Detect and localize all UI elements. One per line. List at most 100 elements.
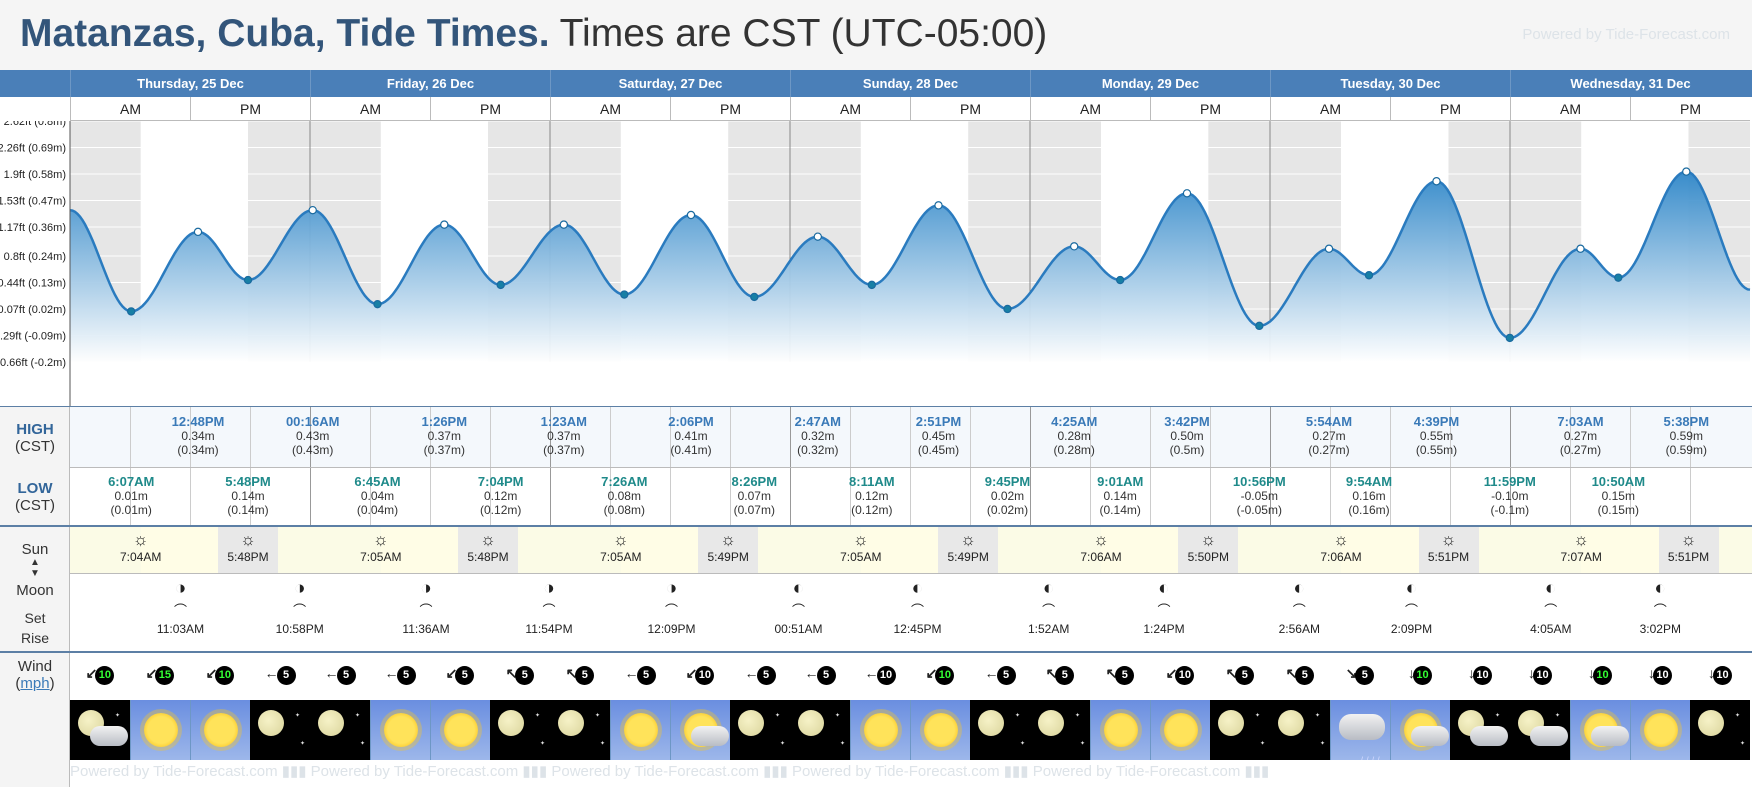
- moon-time: 11:03AM: [156, 622, 205, 636]
- column-divider: [1330, 467, 1331, 527]
- pm-label: PM: [910, 97, 1030, 121]
- tide-high-point: [1576, 244, 1585, 253]
- moon-cloud-weather-icon: ✦✦: [70, 700, 130, 760]
- moonrise-icon: ⌒: [1292, 603, 1306, 618]
- sun-time: 7:05AM: [360, 550, 402, 564]
- sunrise-entry: ☼ 7:04AM: [111, 530, 171, 564]
- sun-label: Sun: [21, 541, 49, 558]
- moon-time: 12:45PM: [893, 622, 942, 636]
- column-divider: [1090, 407, 1091, 467]
- am-label: AM: [70, 97, 190, 121]
- y-axis-panel: [0, 121, 70, 407]
- low-tide-row: 6:07AM 0.01m (0.01m) 5:48PM 0.14m (0.14m) 6:45…: [70, 467, 1752, 527]
- high-tide-row: 12:48PM 0.34m (0.34m) 00:16AM 0.43m (0.43m) 1:…: [70, 407, 1752, 467]
- moon-time: 11:36AM: [402, 622, 450, 636]
- tide-height: 0.01m: [114, 489, 148, 503]
- sunset-entry: ☼ 5:50PM: [1178, 527, 1239, 573]
- tide-low-entry: 9:01AM 0.14m (0.14m): [1070, 475, 1170, 518]
- wind-direction-icon: ↓: [1528, 665, 1535, 681]
- wind-speed: 5: [455, 666, 475, 685]
- wind-speed: 5: [336, 666, 356, 685]
- wind-direction-icon: ↙: [145, 665, 158, 681]
- tide-height: 0.34m: [181, 429, 215, 443]
- wind-entry: ← 5: [970, 665, 1030, 685]
- sun-weather-icon: [370, 700, 430, 760]
- tide-time: 10:50AM: [1591, 474, 1646, 489]
- wind-speed: 5: [1235, 666, 1255, 685]
- tide-height: 0.27m: [1563, 429, 1598, 443]
- column-divider: [1030, 407, 1031, 467]
- tide-low-entry: 8:26PM 0.07m (0.07m): [704, 475, 804, 518]
- sunset-entry: ☼ 5:48PM: [218, 527, 278, 573]
- wind-direction-icon: ↙: [85, 665, 98, 681]
- wind-entry: ↓10: [1690, 665, 1750, 685]
- sunrise-entry: ☼ 7:06AM: [1311, 530, 1371, 564]
- tide-time: 1:26PM: [421, 414, 468, 429]
- wind-direction-icon: ←: [324, 665, 339, 681]
- y-tick-label: 0.8ft (0.24m): [4, 251, 66, 263]
- sun-cloud-weather-icon: [1390, 700, 1450, 760]
- tide-height: -0.05m: [1240, 489, 1278, 503]
- moon-weather-icon: ✦ ✦: [310, 700, 370, 760]
- tide-high-entry: 2:47AM 0.32m (0.32m): [768, 415, 868, 458]
- tide-height-paren: (0.41m): [670, 443, 712, 457]
- sun-time: 7:06AM: [1080, 550, 1122, 564]
- tide-time: 5:48PM: [225, 474, 271, 489]
- column-divider: [970, 407, 971, 467]
- column-divider: [130, 467, 131, 527]
- sun-time: 5:48PM: [227, 550, 269, 564]
- column-divider: [1390, 467, 1391, 527]
- moon-phase-icon: ◑: [293, 578, 306, 599]
- wind-speed: 5: [276, 666, 296, 685]
- set-label: Set: [24, 610, 46, 626]
- sunset-entry: ☼ 5:51PM: [1658, 527, 1719, 573]
- tide-high-entry: 12:48PM 0.34m (0.34m): [148, 415, 248, 458]
- moon-weather-icon: ✦ ✦: [250, 700, 310, 760]
- tide-time: 4:25AM: [1051, 414, 1098, 429]
- wind-entry: ← 5: [610, 665, 670, 685]
- wind-direction-icon: ↓: [1588, 665, 1595, 681]
- tide-height-paren: (0.14m): [227, 503, 269, 517]
- sunrise-icon: ☼: [613, 530, 629, 549]
- day-header: Sunday, 28 Dec: [790, 70, 1030, 97]
- sunset-entry: ☼ 5:49PM: [698, 527, 759, 573]
- tide-low-point: [496, 280, 505, 290]
- sun-weather-icon: [1630, 700, 1690, 760]
- tide-high-point: [1682, 167, 1691, 176]
- tide-height-paren: (-0.1m): [1490, 503, 1530, 517]
- column-divider: [310, 467, 311, 527]
- moon-weather-icon: ✦ ✦: [1690, 700, 1750, 760]
- tide-high-point: [308, 205, 317, 215]
- sun-toggle-icon[interactable]: ▲ ▼: [30, 557, 40, 579]
- tide-area: [70, 171, 1750, 362]
- tide-points: [126, 167, 1691, 343]
- wind-direction-icon: ←: [624, 665, 639, 681]
- wind-speed: 10: [215, 666, 235, 685]
- tide-time: 7:04PM: [477, 474, 524, 489]
- column-divider: [1510, 407, 1511, 467]
- tide-low-entry: 8:11AM 0.12m (0.12m): [822, 475, 922, 518]
- moon-weather-icon: ✦ ✦: [730, 700, 790, 760]
- sunset-icon: ☼: [480, 530, 496, 549]
- tide-time: 3:42PM: [1164, 414, 1210, 429]
- tide-height: 0.04m: [360, 489, 395, 503]
- am-pm-row: AM PM AM PM AM PM AM PM AM PM AM PM AM PM: [70, 97, 1752, 121]
- tide-high-entry: 1:23AM 0.37m (0.37m): [514, 415, 614, 458]
- tide-height: 0.12m: [855, 489, 889, 503]
- sunrise-entry: ☼ 7:06AM: [1071, 530, 1131, 564]
- moon-entry: ◑ ⌒ 12:09PM: [637, 578, 707, 636]
- tide-table-bottom-line: [0, 525, 1752, 527]
- moon-entry: ◑ ⌒ 11:54PM: [514, 578, 584, 636]
- column-divider: [1630, 467, 1631, 527]
- sun-weather-icon: [850, 700, 910, 760]
- tide-high-entry: 2:51PM 0.45m (0.45m): [889, 415, 989, 458]
- column-divider: [730, 407, 731, 467]
- tide-height-paren: (0.27m): [1559, 443, 1602, 457]
- tide-height-paren: (0.32m): [797, 443, 839, 457]
- wind-unit-link[interactable]: mph: [20, 675, 50, 692]
- tide-low-point: [243, 275, 253, 285]
- moonrise-icon: ⌒: [791, 603, 805, 618]
- tide-height: 0.14m: [1103, 489, 1137, 503]
- wind-entry: ↓10: [1510, 665, 1570, 685]
- tide-low-entry: 7:04PM 0.12m (0.12m): [451, 474, 551, 518]
